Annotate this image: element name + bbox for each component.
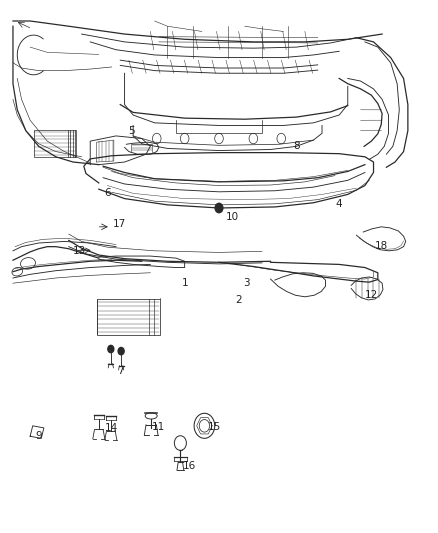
Text: 4: 4 <box>336 199 343 209</box>
Text: 12: 12 <box>365 290 378 300</box>
Text: 5: 5 <box>128 126 134 136</box>
Text: 14: 14 <box>105 423 118 433</box>
Bar <box>97 299 160 335</box>
Text: 16: 16 <box>182 461 196 471</box>
Text: 15: 15 <box>208 422 221 432</box>
Text: 9: 9 <box>35 431 42 441</box>
Text: 7: 7 <box>117 366 124 376</box>
Circle shape <box>118 348 124 355</box>
Text: 6: 6 <box>104 188 111 198</box>
Circle shape <box>215 203 223 213</box>
Text: 8: 8 <box>293 141 300 151</box>
Text: 17: 17 <box>113 219 126 229</box>
Text: 10: 10 <box>225 212 238 222</box>
Text: 18: 18 <box>374 240 388 251</box>
Text: 3: 3 <box>244 278 250 288</box>
Text: 11: 11 <box>152 422 166 432</box>
Text: 13: 13 <box>73 246 86 256</box>
Text: 2: 2 <box>235 295 242 305</box>
Text: 1: 1 <box>181 278 188 288</box>
Circle shape <box>108 345 114 353</box>
